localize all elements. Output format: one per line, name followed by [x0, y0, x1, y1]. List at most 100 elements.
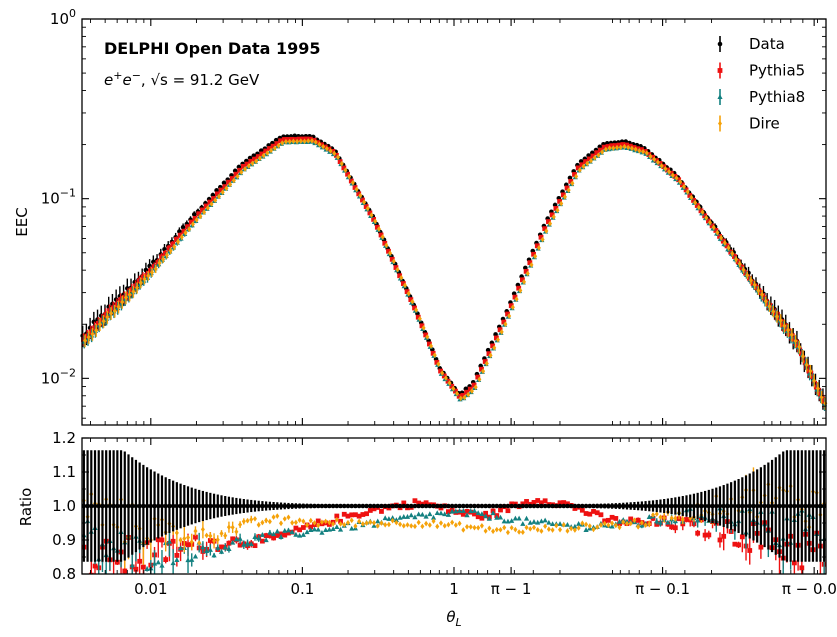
ratio-point	[226, 524, 231, 530]
data-point	[243, 166, 248, 172]
data-point	[393, 265, 399, 270]
ratio-point	[747, 503, 753, 509]
x-tick-label: 0.01	[134, 580, 167, 598]
ratio-point	[96, 503, 102, 509]
ratio-point	[155, 503, 161, 509]
ratio-point	[222, 544, 228, 550]
data-point	[362, 199, 367, 205]
ratio-point	[702, 532, 708, 538]
data-point	[153, 265, 158, 272]
ratio-x-ticks: 0.01 0.1 1 π − 1 π − 0.1 π − 0.01	[90, 438, 837, 598]
ratio-point	[152, 503, 157, 509]
ratio-point	[297, 527, 303, 533]
data-point	[421, 325, 426, 331]
ratio-point	[587, 523, 592, 529]
ratio-point	[751, 503, 756, 509]
ratio-point	[543, 523, 548, 530]
data-point	[501, 319, 507, 325]
data-point	[226, 179, 231, 185]
subtitle-e2: e	[122, 71, 131, 89]
data-point	[490, 343, 496, 349]
data-point	[425, 334, 430, 340]
data-point	[432, 352, 437, 358]
ratio-point	[166, 538, 173, 544]
data-point	[743, 270, 749, 276]
legend-marker	[717, 94, 723, 99]
data-point	[408, 297, 414, 303]
data-point	[164, 252, 169, 258]
ratio-point	[200, 526, 205, 533]
ratio-point	[479, 522, 484, 529]
data-point	[373, 218, 378, 225]
data-point	[460, 393, 466, 398]
data-point	[469, 388, 474, 394]
ratio-point	[747, 548, 753, 553]
ratio-point	[505, 529, 510, 536]
ratio-point	[687, 503, 693, 509]
ratio-point	[278, 531, 284, 537]
ratio-point	[713, 503, 719, 509]
ratio-point	[438, 510, 444, 516]
data-point	[295, 138, 300, 145]
ratio-point	[185, 557, 191, 563]
x-axis-label-sub: L	[456, 616, 462, 629]
ratio-point	[769, 503, 775, 509]
ratio-point	[423, 513, 429, 519]
data-point	[146, 272, 151, 279]
data-point	[685, 189, 690, 195]
data-point	[244, 161, 250, 167]
data-point	[336, 154, 341, 161]
ratio-point	[646, 514, 652, 519]
ratio-point	[446, 509, 451, 515]
data-point	[698, 208, 704, 214]
data-point	[213, 197, 218, 204]
ratio-point	[419, 511, 425, 517]
ratio-point	[197, 540, 202, 546]
ratio-point	[531, 503, 537, 509]
ratio-point	[338, 521, 343, 527]
ratio-point	[494, 526, 499, 533]
data-point	[579, 162, 585, 168]
data-point	[551, 214, 556, 220]
ratio-point	[453, 522, 458, 528]
data-point	[337, 159, 343, 165]
ratio-point	[256, 503, 262, 509]
ratio-point	[423, 500, 429, 506]
data-point	[397, 273, 403, 279]
ratio-point	[710, 503, 715, 509]
data-point	[263, 148, 269, 154]
ratio-point	[494, 514, 500, 520]
ratio-point	[464, 503, 470, 509]
ratio-point	[390, 515, 396, 520]
ratio-point	[248, 503, 254, 509]
ratio-panel: 0.8 0.9 1.0 1.1 1.2 0.01 0.1 1 π − 1 π − 0.1 π − …	[17, 429, 837, 629]
ratio-point	[695, 503, 700, 509]
data-point	[641, 148, 646, 155]
data-point	[224, 185, 229, 192]
ratio-point	[341, 503, 347, 509]
ratio-point	[383, 521, 388, 528]
ratio-point	[349, 525, 355, 531]
ratio-point	[390, 503, 395, 509]
ratio-point	[342, 521, 347, 528]
data-point	[281, 137, 287, 142]
ratio-point	[204, 532, 209, 539]
ratio-point	[475, 503, 481, 509]
ratio-point	[535, 527, 540, 533]
data-point	[691, 198, 696, 203]
ratio-point	[520, 521, 526, 526]
ratio-point	[651, 512, 656, 518]
data-point	[668, 170, 674, 176]
data-point	[813, 384, 819, 390]
ratio-point	[680, 516, 685, 523]
ratio-point	[293, 525, 299, 531]
data-point	[776, 315, 782, 321]
ratio-point	[349, 517, 354, 524]
ratio-y-ticks: 0.8 0.9 1.0 1.1 1.2	[52, 429, 826, 583]
data-point	[540, 236, 545, 243]
data-point	[467, 386, 473, 392]
data-point	[429, 343, 434, 349]
ratio-point	[211, 503, 217, 509]
data-point	[449, 383, 455, 389]
